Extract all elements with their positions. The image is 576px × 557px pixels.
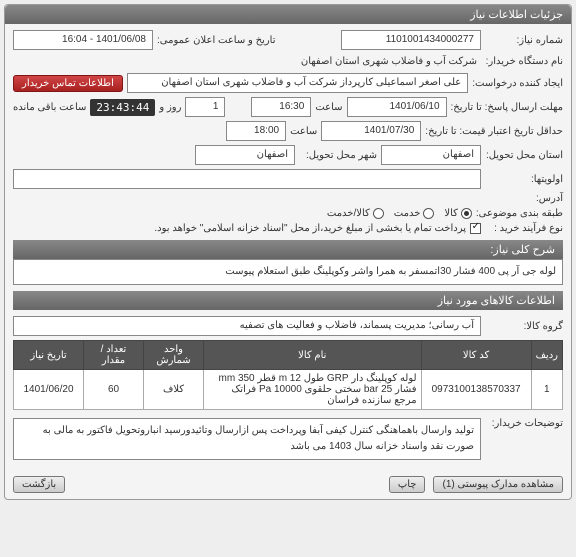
table-row[interactable]: 1 0973100138570337 لوله کوپلینگ دار GRP … (14, 370, 563, 410)
panel-title: جزئیات اطلاعات نیاز (5, 5, 571, 24)
public-announce-value: 1401/06/08 - 16:04 (13, 30, 153, 50)
col-unit: واحد شمارش (144, 341, 204, 370)
need-desc-value: لوله جی آر پی 400 فشار 30اتمسفر به همرا … (13, 259, 563, 285)
delivery-province-label: استان محل تحویل: (485, 150, 563, 161)
countdown-timer: 23:43:44 (90, 99, 155, 116)
cat-service-label: خدمت (394, 208, 421, 219)
col-code: کد کالا (421, 341, 531, 370)
back-button[interactable]: بازگشت (13, 476, 65, 493)
payment-note: پرداخت تمام یا بخشی از مبلغ خرید،از محل … (154, 223, 466, 234)
delivery-province: اصفهان (381, 145, 481, 165)
buyer-org-value: شرکت آب و فاضلاب شهری استان اصفهان (297, 54, 481, 69)
cell-date: 1401/06/20 (14, 370, 84, 410)
cell-row-no: 1 (531, 370, 562, 410)
deadline-date: 1401/06/10 (347, 97, 447, 117)
category-label: طبقه بندی موضوعی: (476, 208, 563, 219)
buyer-notes-label: توضیحات خریدار: (485, 418, 563, 429)
attachments-button[interactable]: مشاهده مدارک پیوستی (1) (433, 476, 563, 493)
goods-group-value: آب رسانی؛ مدیریت پسماند، فاضلاب و فعالیت… (13, 316, 481, 336)
remaining-label: ساعت باقی مانده (13, 102, 86, 113)
cat-goods-option[interactable]: کالا (444, 208, 472, 219)
cat-service-option[interactable]: خدمت (394, 208, 435, 219)
creator-label: ایجاد کننده درخواست: (472, 78, 563, 89)
buyer-org-label: نام دستگاه خریدار: (485, 56, 563, 67)
radio-icon (461, 208, 472, 219)
radio-icon (373, 208, 384, 219)
cat-goods-service-option[interactable]: کالا/خدمت (327, 208, 384, 219)
cell-code: 0973100138570337 (421, 370, 531, 410)
cat-goods-service-label: کالا/خدمت (327, 208, 370, 219)
col-name: نام کالا (204, 341, 422, 370)
buyer-notes-value: تولید وارسال باهماهنگی کنترل کیفی آبفا و… (13, 418, 481, 460)
panel-body: شماره نیاز: 1101001434000277 تاریخ و ساع… (5, 24, 571, 470)
validity-date: 1401/07/30 (321, 121, 421, 141)
creator-value: علی اصغر اسماعیلی کارپرداز شرکت آب و فاض… (127, 73, 468, 93)
priority-value (13, 169, 481, 189)
cell-unit: کلاف (144, 370, 204, 410)
deadline-time: 16:30 (251, 97, 311, 117)
category-radio-group: کالا خدمت کالا/خدمت (327, 208, 472, 219)
deadline-label: مهلت ارسال پاسخ: تا تاریخ: (451, 102, 563, 113)
public-announce-label: تاریخ و ساعت اعلان عمومی: (157, 35, 276, 46)
col-row-no: ردیف (531, 341, 562, 370)
goods-table: ردیف کد کالا نام کالا واحد شمارش تعداد /… (13, 340, 563, 410)
day-label: روز و (159, 102, 181, 113)
need-desc-label: شرح کلی نیاز: (13, 240, 563, 259)
col-date: تاریخ نیاز (14, 341, 84, 370)
goods-section-header: اطلاعات کالاهای مورد نیاز (13, 291, 563, 310)
need-details-panel: جزئیات اطلاعات نیاز شماره نیاز: 11010014… (4, 4, 572, 500)
time-label-2: ساعت (290, 126, 317, 137)
time-label-1: ساعت (315, 102, 342, 113)
contact-buyer-button[interactable]: اطلاعات تماس خریدار (13, 75, 123, 92)
footer-buttons: مشاهده مدارک پیوستی (1) چاپ بازگشت (5, 470, 571, 499)
delivery-city-label: شهر محل تحویل: (299, 150, 377, 161)
process-type-label: نوع فرآیند خرید : (485, 223, 563, 234)
delivery-city: اصفهان (195, 145, 295, 165)
need-no-label: شماره نیاز: (485, 35, 563, 46)
goods-group-label: گروه کالا: (485, 321, 563, 332)
print-button[interactable]: چاپ (389, 476, 426, 493)
days-remaining: 1 (185, 97, 225, 117)
payment-checkbox[interactable] (470, 223, 481, 234)
cell-qty: 60 (84, 370, 144, 410)
table-header-row: ردیف کد کالا نام کالا واحد شمارش تعداد /… (14, 341, 563, 370)
need-no-value: 1101001434000277 (341, 30, 481, 50)
radio-icon (423, 208, 434, 219)
priority-label: اولویتها: (485, 174, 563, 185)
validity-time: 18:00 (226, 121, 286, 141)
cell-name: لوله کوپلینگ دار GRP طول m 12 قطر mm 350… (204, 370, 422, 410)
address-label: آدرس: (485, 193, 563, 204)
col-qty: تعداد / مقدار (84, 341, 144, 370)
cat-goods-label: کالا (444, 208, 458, 219)
validity-label: حداقل تاریخ اعتبار قیمت: تا تاریخ: (425, 126, 563, 137)
